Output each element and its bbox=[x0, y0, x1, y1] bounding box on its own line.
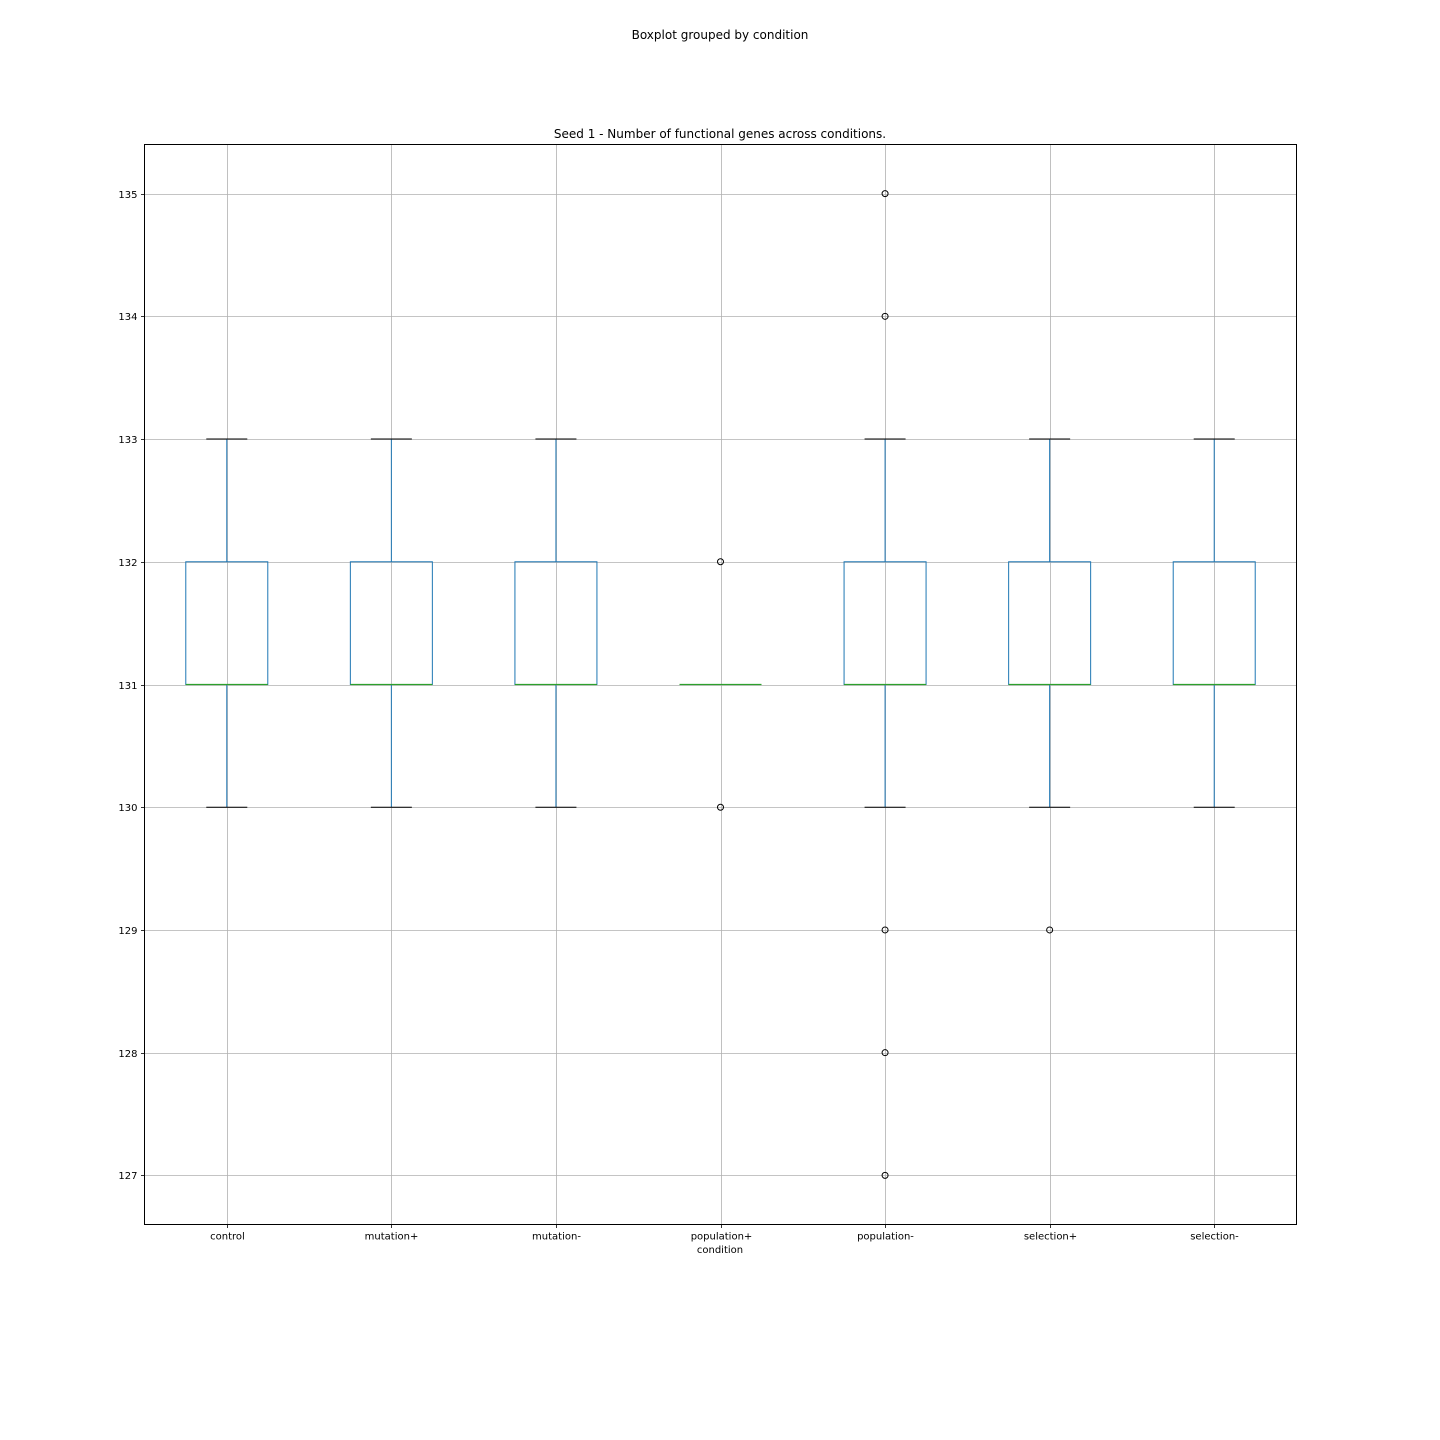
figure-title: Boxplot grouped by condition bbox=[632, 28, 809, 42]
y-tick-label: 130 bbox=[118, 803, 137, 814]
box-group bbox=[679, 558, 762, 811]
y-axis: 127 128 129 130 131 132 133 134 135 bbox=[118, 190, 145, 1182]
x-tick-label: population- bbox=[857, 1232, 914, 1243]
box-body bbox=[1008, 561, 1092, 685]
box-body bbox=[514, 561, 598, 685]
box-group bbox=[843, 190, 927, 1179]
outlier-point bbox=[881, 312, 889, 320]
box-group bbox=[185, 438, 269, 808]
x-axis: control mutation+ mutation-population+ popu… bbox=[210, 1224, 1239, 1243]
outlier-point bbox=[717, 803, 724, 811]
outlier-point bbox=[881, 926, 889, 934]
x-tick-label: selection- bbox=[1190, 1232, 1239, 1243]
x-tick-label: mutation+ bbox=[365, 1232, 419, 1243]
x-tick-label: mutation- bbox=[532, 1232, 581, 1243]
outlier-point bbox=[881, 1171, 889, 1179]
plot-frame bbox=[144, 144, 1297, 1225]
box-group bbox=[349, 438, 433, 808]
box-body bbox=[843, 561, 927, 685]
box-layer bbox=[185, 190, 1256, 1179]
y-tick-label: 128 bbox=[118, 1049, 137, 1060]
chart-title: Seed 1 - Number of functional genes acro… bbox=[554, 127, 886, 141]
x-axis-label: condition bbox=[697, 1245, 743, 1256]
x-tick-label: population+ bbox=[691, 1232, 753, 1243]
y-tick-label: 133 bbox=[118, 435, 137, 446]
box-group bbox=[514, 438, 598, 808]
outlier-point bbox=[881, 1049, 889, 1057]
y-tick-label: 127 bbox=[118, 1171, 137, 1182]
outlier-point bbox=[1046, 926, 1054, 934]
y-tick-label: 131 bbox=[118, 681, 137, 692]
y-tick-label: 132 bbox=[118, 558, 137, 569]
box-group bbox=[1008, 438, 1092, 934]
y-tick-label: 134 bbox=[118, 312, 137, 323]
outlier-point bbox=[881, 190, 889, 198]
y-tick-label: 135 bbox=[118, 190, 137, 201]
y-tick-label: 129 bbox=[118, 926, 137, 937]
x-tick-label: selection+ bbox=[1024, 1232, 1077, 1243]
box-group bbox=[1172, 438, 1256, 808]
outlier-point bbox=[717, 558, 724, 566]
x-tick-label: control bbox=[210, 1232, 245, 1243]
box-body bbox=[185, 561, 269, 685]
